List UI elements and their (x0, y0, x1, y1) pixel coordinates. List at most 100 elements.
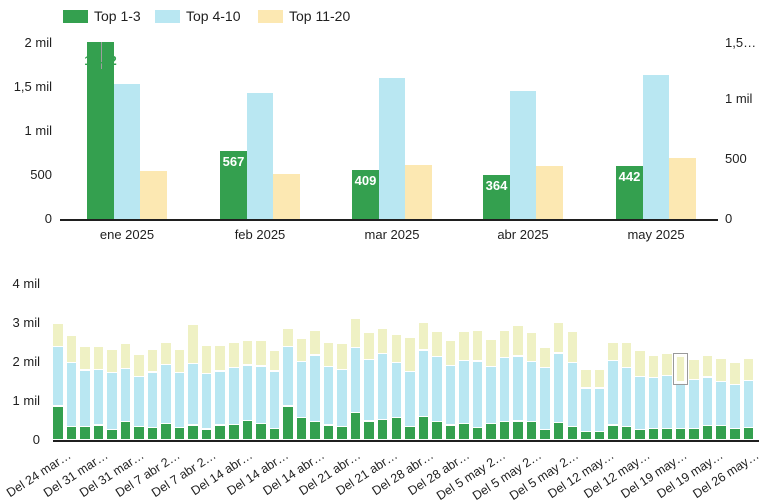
stacked-bar-segment-top-4-10[interactable] (147, 372, 158, 427)
stacked-bar-segment-top-11-20[interactable] (310, 331, 320, 355)
stacked-bar-segment-top-4-10[interactable] (120, 369, 131, 421)
stacked-bar-segment-top-1-3[interactable] (648, 429, 659, 439)
stacked-bar-segment-top-11-20[interactable] (553, 323, 564, 353)
stacked-bar-segment-top-1-3[interactable] (377, 420, 388, 439)
stacked-bar-segment-top-11-20[interactable] (120, 344, 131, 368)
stacked-bar-segment-top-11-20[interactable] (675, 354, 686, 382)
stacked-bar-segment-top-4-10[interactable] (201, 374, 212, 429)
stacked-bar-segment-top-1-3[interactable] (445, 425, 456, 439)
stacked-bar-segment-top-11-20[interactable] (648, 355, 659, 378)
stacked-bar-segment-top-4-10[interactable] (80, 370, 90, 427)
bar-top-11-20-feb-2025[interactable] (273, 174, 300, 219)
stacked-bar-segment-top-4-10[interactable] (581, 388, 591, 431)
stacked-bar-segment-top-11-20[interactable] (418, 323, 429, 350)
stacked-bar-segment-top-4-10[interactable] (256, 366, 266, 424)
stacked-bar-segment-top-4-10[interactable] (107, 373, 117, 429)
legend-item-top-1-3[interactable]: Top 1-3 (63, 8, 183, 24)
stacked-bar-segment-top-11-20[interactable] (716, 358, 726, 381)
stacked-bar-segment-top-4-10[interactable] (730, 385, 740, 429)
stacked-bar-segment-top-4-10[interactable] (350, 348, 361, 413)
stacked-bar-segment-top-11-20[interactable] (405, 338, 415, 372)
legend-item-top-4-10[interactable]: Top 4-10 (155, 8, 275, 24)
stacked-bar-segment-top-1-3[interactable] (66, 427, 77, 439)
stacked-bar-segment-top-1-3[interactable] (635, 429, 645, 439)
stacked-bar-segment-top-11-20[interactable] (242, 340, 253, 365)
stacked-bar-segment-top-1-3[interactable] (120, 422, 131, 439)
stacked-bar-segment-top-11-20[interactable] (364, 333, 374, 359)
stacked-bar-segment-top-1-3[interactable] (743, 428, 754, 439)
bar-top-1-3-abr-2025[interactable] (483, 175, 510, 219)
bar-top-4-10-abr-2025[interactable] (509, 91, 537, 219)
stacked-bar-segment-top-1-3[interactable] (499, 422, 510, 439)
stacked-bar-segment-top-11-20[interactable] (377, 328, 388, 353)
stacked-bar-segment-top-11-20[interactable] (93, 346, 104, 369)
stacked-bar-segment-top-11-20[interactable] (445, 340, 456, 365)
stacked-bar-segment-top-11-20[interactable] (283, 328, 293, 346)
stacked-bar-segment-top-11-20[interactable] (594, 370, 605, 388)
stacked-bar-segment-top-4-10[interactable] (134, 376, 144, 427)
stacked-bar-segment-top-1-3[interactable] (472, 428, 483, 439)
stacked-bar-segment-top-1-3[interactable] (201, 429, 212, 439)
stacked-bar-segment-top-1-3[interactable] (581, 431, 591, 439)
stacked-bar-segment-top-11-20[interactable] (702, 356, 713, 377)
stacked-bar-segment-top-11-20[interactable] (256, 340, 266, 366)
stacked-bar-segment-top-1-3[interactable] (161, 424, 171, 439)
stacked-bar-segment-top-11-20[interactable] (513, 325, 523, 356)
stacked-bar-segment-top-4-10[interactable] (459, 360, 469, 423)
stacked-bar-segment-top-1-3[interactable] (730, 429, 740, 439)
stacked-bar-segment-top-4-10[interactable] (364, 360, 374, 421)
stacked-bar-segment-top-11-20[interactable] (432, 332, 442, 357)
stacked-bar-segment-top-4-10[interactable] (513, 356, 523, 421)
stacked-bar-segment-top-1-3[interactable] (107, 429, 117, 439)
stacked-bar-segment-top-1-3[interactable] (296, 418, 307, 439)
stacked-bar-segment-top-4-10[interactable] (648, 378, 659, 429)
stacked-bar-segment-top-4-10[interactable] (540, 368, 550, 429)
stacked-bar-segment-top-11-20[interactable] (107, 349, 117, 372)
stacked-bar-segment-top-1-3[interactable] (242, 420, 253, 439)
stacked-bar-segment-top-4-10[interactable] (323, 367, 334, 425)
bar-top-11-20-ene-2025[interactable] (140, 170, 167, 219)
stacked-bar-segment-top-1-3[interactable] (147, 428, 158, 439)
stacked-bar-segment-top-4-10[interactable] (93, 370, 104, 425)
stacked-bar-segment-top-4-10[interactable] (53, 347, 63, 406)
stacked-bar-segment-top-4-10[interactable] (553, 353, 564, 422)
stacked-bar-segment-top-11-20[interactable] (567, 332, 578, 362)
stacked-bar-segment-top-4-10[interactable] (689, 379, 699, 429)
stacked-bar-segment-top-4-10[interactable] (405, 372, 415, 427)
stacked-bar-segment-top-4-10[interactable] (716, 381, 726, 426)
stacked-bar-segment-top-11-20[interactable] (662, 354, 672, 375)
stacked-bar-segment-top-11-20[interactable] (296, 338, 307, 362)
stacked-bar-segment-top-11-20[interactable] (147, 349, 158, 372)
bar-top-4-10-ene-2025[interactable] (113, 84, 141, 219)
stacked-bar-segment-top-4-10[interactable] (499, 358, 510, 422)
stacked-bar-segment-top-1-3[interactable] (526, 422, 537, 439)
stacked-bar-segment-top-11-20[interactable] (229, 342, 239, 367)
stacked-bar-segment-top-1-3[interactable] (350, 413, 361, 439)
stacked-bar-segment-top-1-3[interactable] (405, 427, 415, 439)
stacked-bar-segment-top-1-3[interactable] (93, 425, 104, 439)
stacked-bar-segment-top-1-3[interactable] (134, 427, 144, 439)
stacked-bar-segment-top-11-20[interactable] (472, 331, 483, 361)
stacked-bar-segment-top-1-3[interactable] (310, 422, 320, 439)
stacked-bar-segment-top-4-10[interactable] (174, 372, 185, 427)
legend-item-top-11-20[interactable]: Top 11-20 (258, 8, 378, 24)
stacked-bar-segment-top-11-20[interactable] (134, 354, 144, 376)
stacked-bar-segment-top-4-10[interactable] (229, 368, 239, 424)
stacked-bar-segment-top-4-10[interactable] (296, 362, 307, 417)
stacked-bar-segment-top-1-3[interactable] (594, 431, 605, 439)
stacked-bar-segment-top-1-3[interactable] (553, 423, 564, 439)
stacked-bar-segment-top-4-10[interactable] (662, 376, 672, 429)
stacked-bar-segment-top-1-3[interactable] (174, 428, 185, 439)
stacked-bar-segment-top-11-20[interactable] (540, 347, 550, 367)
stacked-bar-segment-top-1-3[interactable] (459, 424, 469, 439)
stacked-bar-segment-top-11-20[interactable] (391, 335, 401, 362)
stacked-bar-segment-top-11-20[interactable] (689, 360, 699, 379)
stacked-bar-segment-top-11-20[interactable] (80, 346, 90, 370)
stacked-bar-segment-top-11-20[interactable] (174, 349, 185, 372)
stacked-bar-segment-top-1-3[interactable] (675, 429, 686, 439)
stacked-bar-segment-top-1-3[interactable] (215, 425, 225, 439)
stacked-bar-segment-top-4-10[interactable] (66, 363, 77, 426)
stacked-bar-segment-top-1-3[interactable] (513, 421, 523, 439)
stacked-bar-segment-top-4-10[interactable] (594, 388, 605, 431)
stacked-bar-segment-top-4-10[interactable] (391, 363, 401, 418)
